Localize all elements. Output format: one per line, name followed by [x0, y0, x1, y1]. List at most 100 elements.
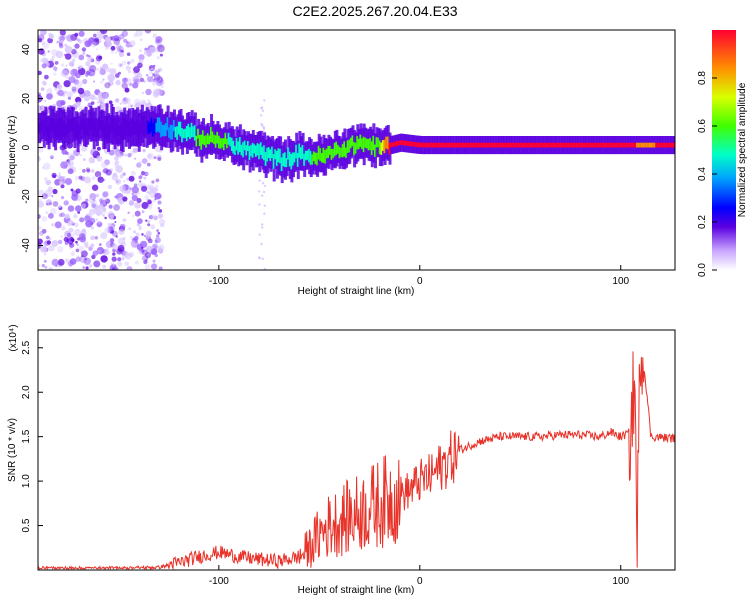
spectrogram-noise-cell: [156, 42, 163, 49]
spectrogram-ridge-cell: [591, 142, 594, 148]
spectrogram-noise-cell: [52, 201, 59, 207]
spectrogram-ridge-cell: [238, 137, 242, 153]
spectrogram-ridge-cell: [75, 121, 78, 131]
spectrogram-noise-cell: [86, 54, 89, 57]
snr-y-tick-label: 2.0: [21, 385, 32, 399]
spectrogram-ridge-cell: [41, 120, 45, 130]
spectrogram-noise-cell: [51, 223, 55, 227]
spectrogram-noise-cell: [58, 42, 63, 47]
spectrogram-noise-cell: [117, 261, 123, 267]
spectrogram-noise-cell: [97, 220, 101, 224]
spectrogram-ridge-cell: [248, 146, 252, 161]
spectrogram-ridge-cell: [211, 131, 215, 143]
spectrogram-noise-cell: [109, 238, 115, 243]
spectrogram-noise-cell: [130, 240, 136, 246]
spectrogram-ridge-cell: [499, 142, 503, 148]
spectrogram-noise-cell: [38, 199, 41, 201]
spectrogram-ridge-cell: [222, 138, 226, 151]
spectrogram-noise-cell: [105, 198, 111, 204]
spectrogram-ridge-cell: [372, 135, 376, 151]
spectrogram-noise-cell: [139, 77, 145, 83]
spectrogram-ridge-cell: [541, 142, 545, 148]
spectrogram-noise-cell: [119, 201, 123, 206]
spectrogram-noise-cell: [156, 234, 160, 238]
spectrogram-noise-cell: [124, 106, 127, 108]
spectrogram-ridge-cell: [163, 124, 167, 137]
spectrogram-noise-cell: [84, 72, 89, 77]
spectrogram-ridge-cell: [547, 142, 551, 148]
spectrogram-noise-cell: [51, 172, 57, 178]
spectrogram-noise-cell: [147, 204, 153, 210]
spectrogram-noise-cell: [107, 80, 114, 86]
spectrogram-ridge-cell: [589, 142, 593, 148]
spectrogram-ridge-cell: [317, 145, 321, 160]
spectrogram-ridge: [38, 103, 675, 184]
spectrogram-noise-cell: [91, 169, 95, 173]
spectrogram-noise-cell: [51, 195, 54, 198]
spectrogram-noise-cell: [78, 54, 85, 61]
spectrogram-noise-cell: [119, 223, 126, 230]
spectrogram-ridge-cell: [383, 139, 387, 154]
spectrogram-x-ticks: -100 0 100: [209, 265, 630, 287]
spectrogram-noise-cell: [78, 30, 85, 37]
spectrogram-noise-cell: [258, 257, 261, 260]
spectrogram-ridge-cell: [309, 151, 313, 165]
spectrogram-noise-cell: [133, 33, 138, 38]
spectrogram-ridge-cell: [89, 117, 93, 131]
spectrogram-noise-cell: [137, 73, 143, 79]
spectrogram-noise-cell: [141, 158, 148, 164]
spectrogram-ridge-cell: [359, 134, 363, 147]
spectrogram-ridge-cell: [489, 142, 493, 148]
spectrogram-ridge-cell: [542, 142, 546, 148]
spectrogram-ridge-cell: [550, 142, 554, 148]
spectrogram-ridge-cell: [631, 142, 635, 148]
spectrogram-noise-cell: [132, 76, 140, 83]
spectrogram-ridge-cell: [49, 117, 53, 131]
spectrogram-noise-cell: [93, 33, 97, 38]
spectrogram-noise-cell: [76, 101, 81, 106]
spectrogram-noise-cell: [71, 88, 77, 94]
spectrogram-ridge-cell: [351, 135, 355, 147]
spectrogram-noise-cell: [153, 156, 157, 160]
spectrogram-ridge-cell: [438, 142, 442, 148]
spectrogram-noise-cell: [51, 258, 59, 266]
snr-y-scale-note: (x10⁴): [8, 324, 19, 351]
spectrogram-noise-cell: [99, 207, 107, 215]
spectrogram-noise-cell: [122, 77, 128, 84]
spectrogram-ridge-cell: [669, 142, 673, 148]
spectrogram-ridge-cell: [658, 142, 662, 148]
spectrogram-noise-cell: [94, 236, 99, 240]
spectrogram-noise-cell: [90, 101, 95, 105]
spectrogram-ridge-cell: [311, 154, 315, 165]
spectrogram-ridge-cell: [597, 142, 601, 148]
spectrogram-noise-cell: [154, 242, 158, 247]
spectrogram-noise-cell: [75, 256, 81, 262]
spectrogram-ridge-cell: [563, 142, 567, 148]
spectrogram-noise-cell: [127, 211, 130, 214]
spectrogram-ridge-cell: [407, 141, 411, 146]
spectrogram-noise-cell: [54, 61, 59, 65]
spectrogram-ridge-cell: [308, 148, 312, 163]
spectrogram-ridge-cell: [290, 153, 294, 170]
spectrogram-noise-cell: [63, 237, 69, 242]
spectrogram-noise-cell: [41, 216, 48, 222]
spectrogram-ridge-cell: [369, 137, 373, 151]
spectrogram-noise-cell: [112, 252, 116, 256]
spectrogram-ridge-cell: [435, 142, 439, 148]
spectrogram-noise-cell: [154, 239, 158, 243]
spectrogram-ridge-cell: [279, 148, 283, 164]
spectrogram-ridge-cell: [428, 142, 432, 148]
spectrogram-noise-cell: [141, 246, 144, 249]
snr-y-label: SNR (10 * v/v): [7, 418, 18, 482]
spectrogram-ridge-cell: [462, 142, 466, 148]
spectrogram-noise-cell: [124, 153, 128, 157]
spectrogram-noise-cell: [122, 172, 126, 176]
spectrogram-noise-cell: [118, 153, 123, 158]
spectrogram-ridge-cell: [656, 142, 660, 148]
spectrogram-noise-cell: [119, 102, 122, 105]
spectrogram-ridge-cell: [661, 142, 665, 148]
spectrogram-ridge-cell: [312, 151, 316, 161]
spectrogram-noise-cell: [76, 243, 79, 246]
spectrogram-noise-cell: [141, 185, 148, 192]
spectrogram-ridge-cell: [354, 142, 358, 154]
